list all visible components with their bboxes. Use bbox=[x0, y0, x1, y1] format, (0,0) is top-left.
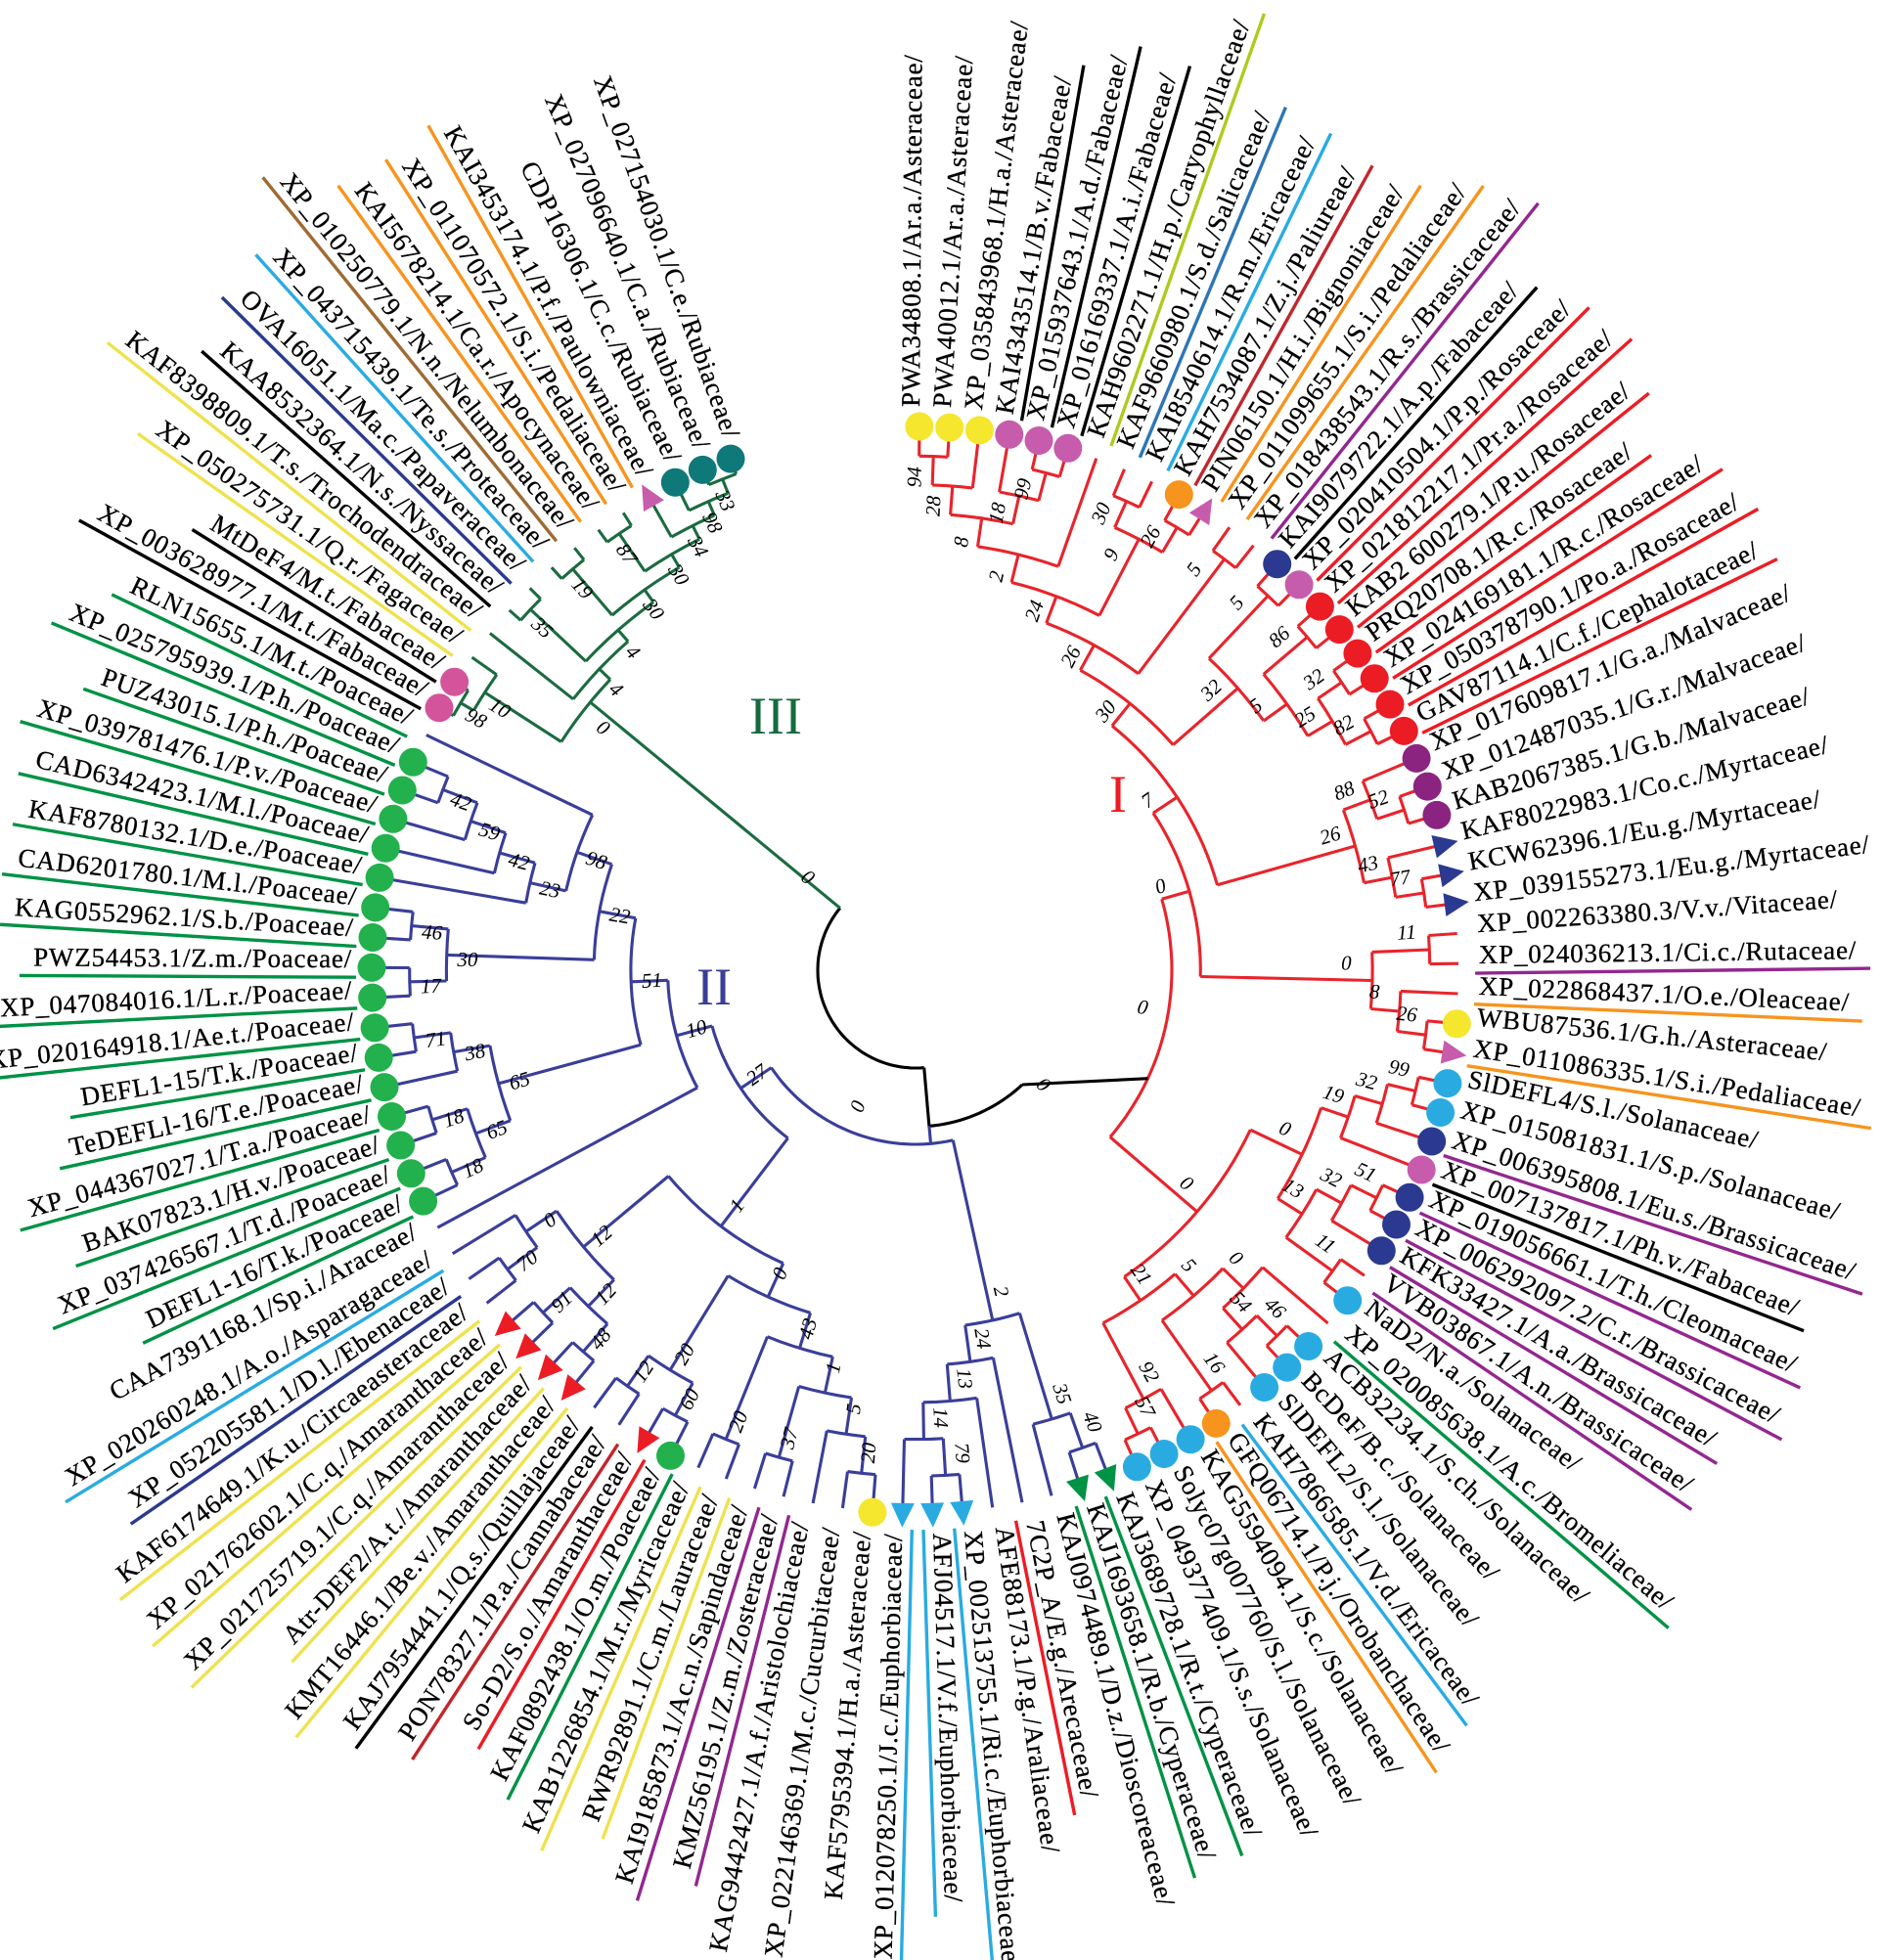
svg-text:18: 18 bbox=[984, 500, 1011, 525]
svg-text:PWA34808.1/Ar.a./Asteraceae/: PWA34808.1/Ar.a./Asteraceae/ bbox=[896, 54, 928, 407]
svg-text:1: 1 bbox=[821, 1360, 846, 1375]
svg-text:22: 22 bbox=[607, 902, 632, 928]
svg-text:PWZ54453.1/Z.m./Poaceae/: PWZ54453.1/Z.m./Poaceae/ bbox=[33, 942, 352, 973]
svg-text:0: 0 bbox=[1136, 995, 1150, 1020]
svg-text:94: 94 bbox=[903, 467, 926, 488]
svg-text:30: 30 bbox=[456, 948, 478, 971]
svg-text:23: 23 bbox=[538, 876, 562, 904]
svg-text:17: 17 bbox=[420, 973, 443, 998]
svg-text:11: 11 bbox=[1397, 920, 1417, 945]
svg-text:43: 43 bbox=[1356, 850, 1381, 877]
svg-text:0: 0 bbox=[1341, 951, 1352, 974]
svg-text:26: 26 bbox=[1396, 1002, 1419, 1027]
svg-text:51: 51 bbox=[641, 968, 663, 993]
svg-text:XP_024036213.1/Ci.c./Rutaceae/: XP_024036213.1/Ci.c./Rutaceae/ bbox=[1479, 935, 1858, 969]
svg-text:8: 8 bbox=[1368, 979, 1380, 1003]
svg-text:71: 71 bbox=[424, 1026, 447, 1052]
svg-text:II: II bbox=[696, 958, 732, 1016]
svg-text:III: III bbox=[749, 687, 802, 745]
svg-text:28: 28 bbox=[921, 495, 946, 517]
svg-text:24: 24 bbox=[969, 1326, 996, 1351]
svg-text:5: 5 bbox=[841, 1403, 866, 1415]
svg-text:I: I bbox=[1109, 765, 1127, 824]
svg-text:79: 79 bbox=[950, 1442, 975, 1464]
svg-text:46: 46 bbox=[421, 919, 443, 944]
svg-text:8: 8 bbox=[949, 535, 973, 549]
svg-text:20: 20 bbox=[856, 1442, 881, 1464]
svg-text:14: 14 bbox=[928, 1406, 953, 1428]
svg-text:13: 13 bbox=[952, 1367, 977, 1390]
svg-text:38: 38 bbox=[462, 1039, 488, 1066]
